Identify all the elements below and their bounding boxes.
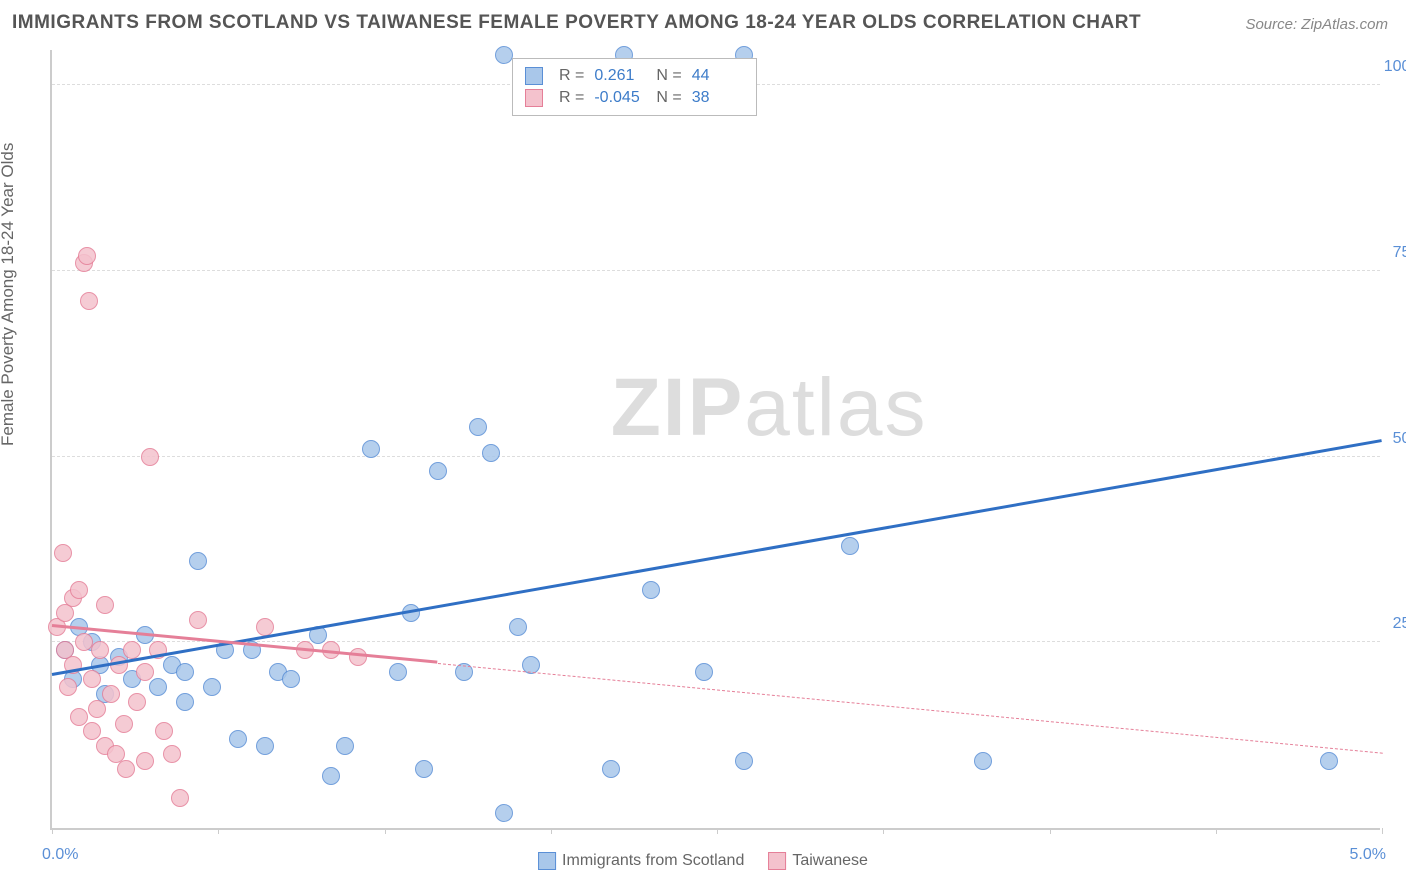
point-taiwanese — [54, 544, 72, 562]
x-tick-mark — [218, 828, 219, 834]
point-taiwanese — [102, 685, 120, 703]
stats-swatch-1 — [525, 67, 543, 85]
point-scotland — [602, 760, 620, 778]
point-taiwanese — [136, 752, 154, 770]
gridline — [52, 270, 1380, 271]
point-taiwanese — [96, 596, 114, 614]
legend-label: Immigrants from Scotland — [562, 852, 744, 870]
stats-n-label: N = — [656, 89, 681, 107]
point-scotland — [429, 462, 447, 480]
stats-row-series-1: R = 0.261 N = 44 — [525, 65, 744, 87]
point-taiwanese — [117, 760, 135, 778]
point-scotland — [282, 670, 300, 688]
point-taiwanese — [115, 715, 133, 733]
point-scotland — [415, 760, 433, 778]
point-taiwanese — [88, 700, 106, 718]
source-attribution: Source: ZipAtlas.com — [1245, 16, 1388, 33]
legend-item: Immigrants from Scotland — [538, 852, 744, 870]
point-taiwanese — [91, 641, 109, 659]
point-scotland — [176, 693, 194, 711]
x-axis-max-label: 5.0% — [1350, 846, 1386, 864]
point-scotland — [176, 663, 194, 681]
x-tick-mark — [1050, 828, 1051, 834]
point-scotland — [841, 537, 859, 555]
watermark-atlas: atlas — [744, 362, 927, 453]
point-taiwanese — [141, 448, 159, 466]
point-scotland — [495, 46, 513, 64]
y-axis-label: Female Poverty Among 18-24 Year Olds — [0, 143, 18, 446]
y-tick-label: 25.0% — [1393, 615, 1406, 633]
point-scotland — [149, 678, 167, 696]
x-tick-mark — [717, 828, 718, 834]
point-scotland — [509, 618, 527, 636]
point-taiwanese — [163, 745, 181, 763]
point-taiwanese — [128, 693, 146, 711]
point-taiwanese — [349, 648, 367, 666]
legend-label: Taiwanese — [792, 852, 868, 870]
plot-area: ZIPatlas R = 0.261 N = 44 R = -0.045 N =… — [50, 50, 1380, 830]
point-taiwanese — [123, 641, 141, 659]
point-scotland — [495, 804, 513, 822]
point-taiwanese — [70, 581, 88, 599]
point-scotland — [1320, 752, 1338, 770]
point-scotland — [695, 663, 713, 681]
point-scotland — [203, 678, 221, 696]
point-scotland — [336, 737, 354, 755]
legend-swatch — [768, 852, 786, 870]
trendline-scotland — [52, 439, 1383, 676]
x-tick-mark — [1216, 828, 1217, 834]
correlation-stats-box: R = 0.261 N = 44 R = -0.045 N = 38 — [512, 58, 757, 116]
point-scotland — [229, 730, 247, 748]
x-tick-mark — [385, 828, 386, 834]
point-taiwanese — [136, 663, 154, 681]
legend-swatch — [538, 852, 556, 870]
stats-r-value-1: 0.261 — [594, 67, 646, 85]
x-axis-min-label: 0.0% — [42, 846, 78, 864]
point-taiwanese — [155, 722, 173, 740]
watermark-zip: ZIP — [611, 362, 745, 453]
stats-n-label: N = — [656, 67, 681, 85]
x-tick-mark — [551, 828, 552, 834]
y-tick-label: 50.0% — [1393, 430, 1406, 448]
point-scotland — [362, 440, 380, 458]
point-taiwanese — [189, 611, 207, 629]
point-scotland — [974, 752, 992, 770]
stats-r-value-2: -0.045 — [594, 89, 646, 107]
chart-title: IMMIGRANTS FROM SCOTLAND VS TAIWANESE FE… — [12, 12, 1141, 34]
point-scotland — [642, 581, 660, 599]
point-scotland — [482, 444, 500, 462]
point-taiwanese — [83, 670, 101, 688]
point-taiwanese — [171, 789, 189, 807]
legend-bottom: Immigrants from Scotland Taiwanese — [538, 852, 868, 870]
legend-item: Taiwanese — [768, 852, 868, 870]
point-scotland — [389, 663, 407, 681]
point-taiwanese — [80, 292, 98, 310]
stats-row-series-2: R = -0.045 N = 38 — [525, 87, 744, 109]
point-scotland — [189, 552, 207, 570]
point-scotland — [735, 752, 753, 770]
x-tick-mark — [883, 828, 884, 834]
stats-n-value-1: 44 — [692, 67, 744, 85]
stats-r-label: R = — [559, 89, 584, 107]
stats-r-label: R = — [559, 67, 584, 85]
x-tick-mark — [1382, 828, 1383, 834]
stats-n-value-2: 38 — [692, 89, 744, 107]
y-tick-label: 100.0% — [1384, 58, 1406, 76]
stats-swatch-2 — [525, 89, 543, 107]
point-taiwanese — [78, 247, 96, 265]
watermark: ZIPatlas — [611, 361, 928, 455]
point-taiwanese — [70, 708, 88, 726]
gridline — [52, 456, 1380, 457]
point-taiwanese — [83, 722, 101, 740]
point-scotland — [256, 737, 274, 755]
chart-container: IMMIGRANTS FROM SCOTLAND VS TAIWANESE FE… — [0, 0, 1406, 892]
x-tick-mark — [52, 828, 53, 834]
point-taiwanese — [59, 678, 77, 696]
point-scotland — [469, 418, 487, 436]
y-tick-label: 75.0% — [1393, 244, 1406, 262]
trendline-taiwanese-dashed — [438, 663, 1382, 754]
point-scotland — [322, 767, 340, 785]
